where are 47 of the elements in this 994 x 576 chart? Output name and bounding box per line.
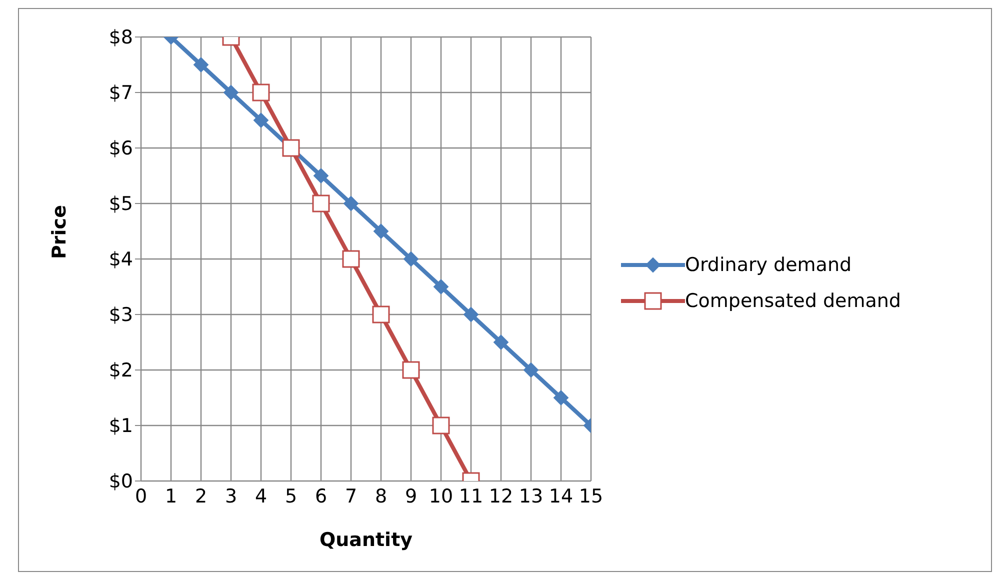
point: [342, 250, 360, 268]
point: [402, 361, 420, 379]
point: [464, 307, 478, 322]
x-tick-label: 5: [284, 485, 298, 508]
x-tick-label: 14: [548, 485, 574, 508]
x-tick-label: 12: [488, 485, 514, 508]
point: [344, 196, 358, 211]
y-tick-label: $6: [108, 138, 133, 160]
y-tick-label: $1: [108, 415, 133, 438]
y-tick-label: $7: [108, 82, 133, 104]
y-axis-title: Price: [48, 205, 71, 259]
point: [312, 194, 330, 212]
y-tick-label: $2: [108, 360, 133, 382]
point: [314, 168, 328, 184]
x-tick-label: 3: [224, 485, 238, 508]
x-tick-label: 6: [314, 485, 328, 508]
point: [252, 84, 270, 102]
point: [432, 416, 450, 434]
x-tick-label: 0: [134, 485, 148, 508]
x-tick-label: 2: [194, 485, 208, 508]
x-axis-title: Quantity: [319, 529, 414, 551]
point: [374, 224, 388, 239]
x-tick-label: 15: [578, 485, 604, 508]
y-tick-label: $3: [108, 304, 133, 326]
legend-label: Ordinary demand: [685, 254, 852, 276]
point: [494, 334, 508, 350]
point: [434, 279, 448, 294]
x-tick-label: 9: [404, 485, 418, 508]
x-tick-label: 1: [164, 485, 178, 508]
point: [224, 85, 238, 100]
point: [554, 390, 568, 406]
legend-label: Compensated demand: [685, 290, 901, 312]
y-tick-label: $4: [108, 248, 133, 271]
point: [194, 57, 208, 72]
y-tick-label: $5: [108, 193, 133, 216]
x-tick-label: 10: [428, 485, 454, 508]
point: [372, 306, 390, 324]
x-tick-label: 11: [458, 485, 484, 508]
x-tick-label: 4: [254, 485, 268, 508]
point: [524, 362, 538, 378]
point: [404, 252, 418, 266]
point: [254, 112, 268, 128]
x-tick-label: 13: [518, 485, 544, 508]
x-tick-label: 8: [374, 485, 388, 508]
y-tick-label: $0: [108, 470, 133, 493]
x-tick-label: 7: [344, 485, 358, 508]
y-tick-label: $8: [108, 26, 133, 49]
